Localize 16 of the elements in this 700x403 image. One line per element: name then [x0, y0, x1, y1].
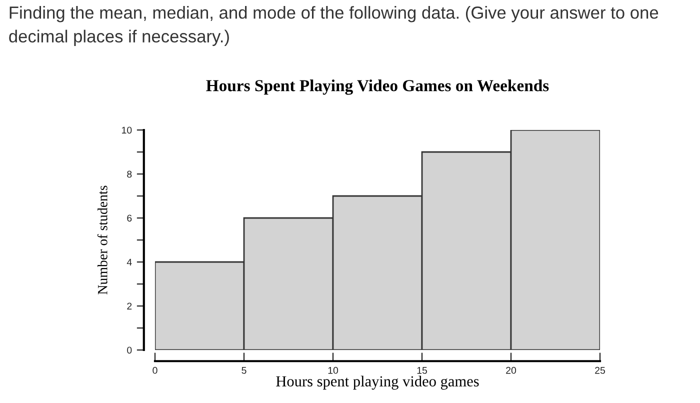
x-axis-title: Hours spent playing video games — [276, 376, 479, 390]
x-tick-label: 15 — [417, 367, 427, 374]
x-tick-label: 20 — [506, 366, 516, 374]
text: Finding the mean, median, and mode of the following data. (Give your answer to one decimal places if necessary.) — [9, 6, 658, 46]
x-tick-label: 10 — [328, 366, 338, 374]
x-tick-label: 25 — [595, 366, 605, 374]
y-tick-label: 8 — [127, 170, 132, 178]
y-tick-label: 6 — [127, 214, 132, 222]
x-tick-label: 5 — [242, 367, 246, 374]
chart-title: Hours Spent Playing Video Games on Weekends — [206, 80, 549, 95]
x-tick-label: 0 — [152, 366, 158, 374]
y-tick-label: 4 — [126, 258, 132, 266]
y-tick-label: 0 — [127, 346, 132, 354]
y-tick-label: 10 — [122, 126, 132, 134]
y-tick-label: 2 — [127, 302, 132, 310]
y-axis-title: Number of students — [97, 186, 108, 294]
